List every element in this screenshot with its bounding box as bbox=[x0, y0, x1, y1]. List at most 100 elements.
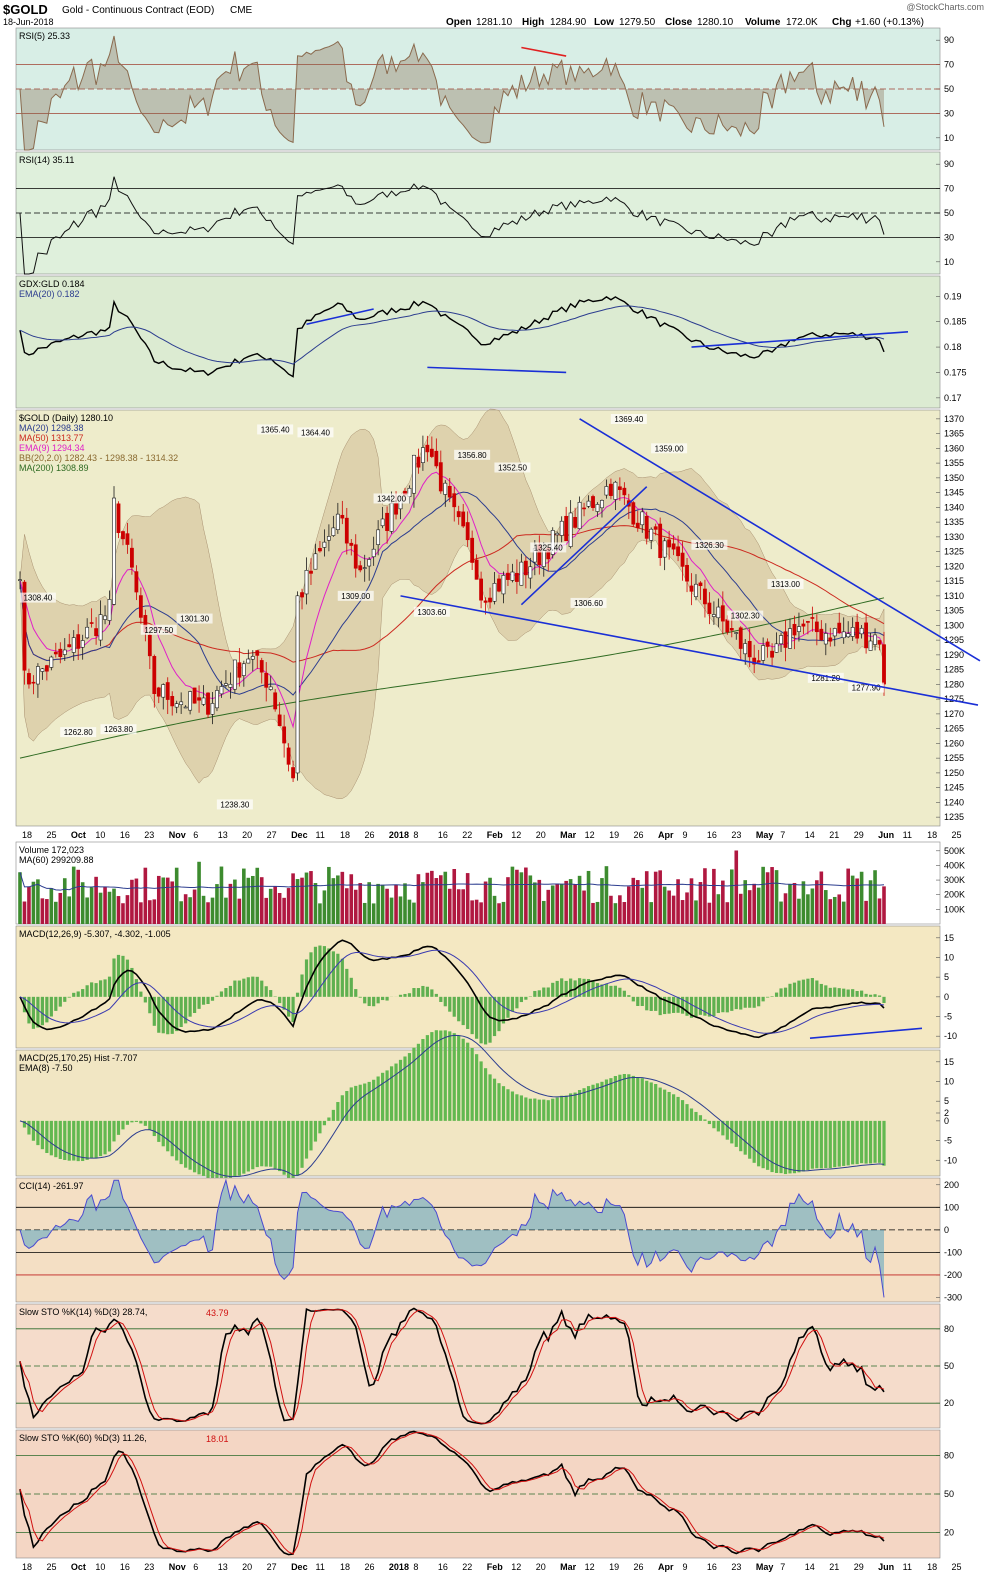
macd-histogram-bar bbox=[792, 982, 797, 997]
macd-hist-bar bbox=[358, 1084, 362, 1121]
legend-entry: MA(60) 299209.88 bbox=[19, 855, 94, 865]
volume-bar bbox=[322, 890, 327, 924]
volume-bar bbox=[519, 872, 524, 924]
y-tick-label: 1285 bbox=[944, 665, 964, 675]
y-tick-label: 0 bbox=[944, 1116, 949, 1126]
x-tick-label: 18 bbox=[22, 1562, 32, 1572]
x-tick-label: 7 bbox=[780, 830, 785, 840]
macd-histogram-bar bbox=[107, 976, 112, 997]
volume-bar bbox=[371, 903, 376, 924]
candle-body bbox=[138, 595, 143, 618]
candle-body bbox=[188, 691, 193, 711]
x-tick-label: 26 bbox=[364, 830, 374, 840]
volume-bar bbox=[94, 876, 98, 924]
candle-body bbox=[429, 448, 434, 457]
macd-hist-bar bbox=[698, 1115, 703, 1121]
macd-histogram-bar bbox=[712, 996, 716, 1016]
symbol-title: $GOLD bbox=[3, 2, 48, 17]
macd-hist-bar bbox=[63, 1120, 67, 1161]
volume-bar bbox=[658, 870, 662, 924]
volume-bar bbox=[89, 887, 94, 924]
y-tick-label: 1335 bbox=[944, 517, 964, 527]
panel-macd-12-26-9-: -10 -5 0 5 10 15 MACD(12,26,9) -5.307, -4.302,… bbox=[15, 925, 957, 1049]
macd-hist-bar bbox=[295, 1120, 300, 1176]
macd-histogram-bar bbox=[542, 987, 546, 997]
macd-hist-bar bbox=[421, 1038, 425, 1121]
high-label: High bbox=[522, 17, 544, 28]
candle-body bbox=[864, 622, 868, 649]
volume-bar bbox=[640, 887, 645, 924]
candle-body bbox=[703, 588, 707, 605]
macd-hist-bar bbox=[152, 1120, 156, 1137]
macd-hist-bar bbox=[22, 1120, 27, 1128]
volume-value: 172.0K bbox=[786, 17, 818, 28]
macd-histogram-bar bbox=[363, 996, 367, 1004]
macd-histogram-bar bbox=[219, 991, 224, 997]
macd-hist-bar bbox=[233, 1120, 237, 1177]
macd-histogram-bar bbox=[770, 996, 774, 997]
indicator-line bbox=[19, 1431, 885, 1555]
panel-background bbox=[15, 409, 941, 827]
macd-hist-bar bbox=[192, 1120, 197, 1173]
macd-hist-bar bbox=[134, 1120, 138, 1122]
macd-hist-bar bbox=[278, 1120, 282, 1172]
macd-hist-bar bbox=[470, 1047, 474, 1121]
price-label: 1325.40 bbox=[534, 543, 563, 552]
watermark: @StockCharts.com bbox=[906, 2, 984, 12]
candle-body bbox=[711, 614, 716, 617]
macd-histogram-bar bbox=[278, 996, 282, 1004]
x-tick-label: 11 bbox=[316, 1562, 325, 1572]
macd-hist-bar bbox=[631, 1075, 635, 1121]
x-tick-label: 9 bbox=[682, 830, 687, 840]
macd-histogram-bar bbox=[519, 996, 523, 1003]
macd-hist-bar bbox=[161, 1120, 165, 1147]
macd-hist-bar bbox=[725, 1120, 729, 1140]
y-tick-label: 1280 bbox=[944, 679, 964, 689]
volume-bar bbox=[676, 879, 680, 924]
volume-bar bbox=[559, 883, 564, 924]
volume-bar bbox=[412, 902, 416, 924]
candle-body bbox=[497, 578, 501, 592]
volume-bar bbox=[627, 886, 631, 924]
legend-entry: RSI(14) 35.11 bbox=[19, 155, 74, 165]
candle-body bbox=[470, 537, 475, 563]
volume-bar bbox=[421, 882, 425, 924]
indicator-line bbox=[19, 35, 885, 151]
macd-histogram-bar bbox=[819, 983, 823, 997]
x-axis-bottom: 18 25 Oct 10 16 23 Nov 6 13 20 27 Dec 11 18 26 2018 8 16 2… bbox=[22, 1562, 962, 1572]
volume-bar bbox=[80, 882, 85, 924]
volume-bar bbox=[309, 871, 313, 924]
macd-histogram-bar bbox=[291, 996, 295, 1022]
panel-gdx-gld: 0.17 0.175 0.18 0.185 0.19 GDX:GLD 0.184EMA(2… bbox=[15, 275, 967, 409]
volume-bar bbox=[541, 900, 546, 924]
candle-body bbox=[810, 617, 815, 619]
macd-histogram-bar bbox=[318, 945, 322, 997]
macd-hist-bar bbox=[479, 1061, 483, 1121]
volume-bar bbox=[501, 901, 506, 924]
price-label-box bbox=[373, 493, 410, 504]
macd-hist-bar bbox=[457, 1035, 461, 1121]
macd-histogram-bar bbox=[833, 987, 837, 997]
legend-entry: RSI(5) 25.33 bbox=[19, 31, 70, 41]
candle-body bbox=[752, 657, 757, 665]
macd-hist-bar bbox=[210, 1120, 215, 1180]
macd-histogram-bar bbox=[22, 996, 27, 1013]
macd-histogram-bar bbox=[645, 996, 649, 1011]
volume-bar bbox=[667, 890, 671, 924]
volume-bar bbox=[573, 884, 577, 924]
volume-bar bbox=[121, 903, 125, 924]
y-tick-label: 20 bbox=[944, 1527, 954, 1537]
macd-histogram-bar bbox=[757, 996, 761, 1007]
macd-histogram-bar bbox=[582, 978, 586, 997]
volume-bar bbox=[613, 903, 618, 924]
macd-histogram-bar bbox=[63, 996, 67, 1002]
x-tick-label: 12 bbox=[511, 830, 521, 840]
x-tick-label: 23 bbox=[144, 1562, 154, 1572]
y-tick-label: 0.175 bbox=[944, 367, 967, 377]
volume-bar bbox=[506, 877, 510, 924]
macd-hist-bar bbox=[121, 1120, 125, 1130]
x-tick-label: 12 bbox=[511, 1562, 521, 1572]
y-tick-label: 1325 bbox=[944, 547, 964, 557]
volume-bar bbox=[716, 894, 721, 924]
candle-body bbox=[841, 631, 846, 639]
